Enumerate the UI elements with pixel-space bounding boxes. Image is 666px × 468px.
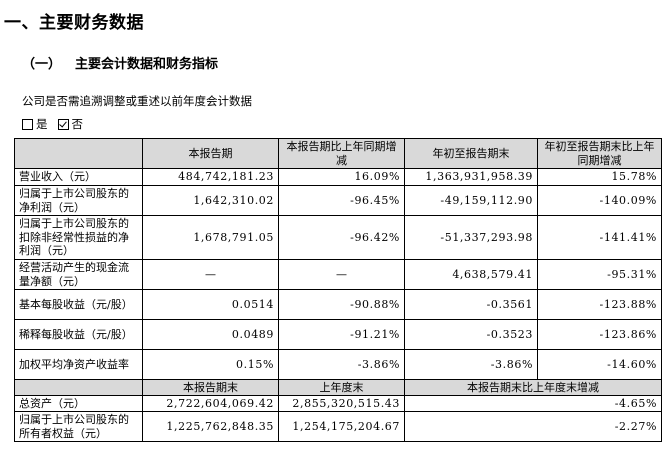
row-label: 基本每股收益（元/股）: [14, 289, 143, 320]
table-row: 总资产（元） 2,722,604,069.42 2,855,320,515.43…: [14, 395, 662, 412]
cell-ytd-change: -95.31%: [537, 259, 662, 290]
table2-header-current: 本报告期末: [142, 379, 279, 396]
cell-current-change: -90.88%: [278, 289, 405, 320]
table-row: 归属于上市公司股东的所有者权益（元） 1,225,762,848.35 1,25…: [14, 411, 662, 442]
table2-header-row: 本报告期末 上年度末 本报告期末比上年度末增减: [14, 379, 662, 396]
cell-current: 0.0489: [142, 319, 279, 350]
cell-prev-year-end: 2,855,320,515.43: [278, 395, 405, 412]
restatement-options: 是 否: [22, 116, 91, 132]
table2-header-prev: 上年度末: [278, 379, 405, 396]
cell-current: 484,742,181.23: [142, 168, 279, 186]
cell-ytd-change: -140.09%: [537, 185, 662, 216]
row-label: 加权平均净资产收益率: [14, 349, 143, 380]
row-label: 归属于上市公司股东的所有者权益（元）: [14, 411, 143, 442]
row-label: 总资产（元）: [14, 395, 143, 412]
table2-header-change: 本报告期末比上年度末增减: [404, 379, 662, 396]
cell-current: 0.0514: [142, 289, 279, 320]
checkbox-yes[interactable]: [22, 118, 33, 130]
cell-ytd-change: -123.86%: [537, 319, 662, 350]
option-yes-label: 是: [36, 117, 48, 131]
table-row: 归属于上市公司股东的净利润（元） 1,642,310.02 -96.45% -4…: [14, 185, 662, 216]
table1-header-ytd: 年初至报告期末: [404, 138, 538, 169]
subsection-number: （一）: [22, 57, 62, 72]
table-row: 归属于上市公司股东的扣除非经常性损益的净利润（元） 1,678,791.05 -…: [14, 215, 662, 260]
cell-current-change: -3.86%: [278, 349, 405, 380]
checkbox-no[interactable]: [57, 118, 69, 130]
cell-current-change: —: [278, 259, 405, 290]
cell-ytd: 1,363,931,958.39: [404, 168, 538, 186]
cell-current: 1,678,791.05: [142, 215, 279, 260]
cell-ytd: 4,638,579.41: [404, 259, 538, 290]
cell-current-change: -96.42%: [278, 215, 405, 260]
cell-current-change: -91.21%: [278, 319, 405, 350]
cell-ytd: -3.86%: [404, 349, 538, 380]
table2-header-blank: [14, 379, 143, 396]
cell-current-change: 16.09%: [278, 168, 405, 186]
subsection-heading: （一） 主要会计数据和财务指标: [22, 53, 218, 72]
cell-ytd-change: 15.78%: [537, 168, 662, 186]
table-row: 营业收入（元） 484,742,181.23 16.09% 1,363,931,…: [14, 168, 662, 186]
table-row: 加权平均净资产收益率 0.15% -3.86% -3.86% -14.60%: [14, 349, 662, 380]
row-label: 归属于上市公司股东的扣除非经常性损益的净利润（元）: [14, 215, 143, 260]
table-row: 稀释每股收益（元/股） 0.0489 -91.21% -0.3523 -123.…: [14, 319, 662, 350]
cell-ytd-change: -123.88%: [537, 289, 662, 320]
cell-ytd-change: -14.60%: [537, 349, 662, 380]
table1-header-blank: [14, 138, 143, 169]
cell-ytd: -49,159,112.90: [404, 185, 538, 216]
table1-header-ytd-change: 年初至报告期末比上年同期增减: [537, 138, 662, 169]
cell-ytd-change: -141.41%: [537, 215, 662, 260]
cell-current: 1,642,310.02: [142, 185, 279, 216]
cell-current-end: 1,225,762,848.35: [142, 411, 279, 442]
financial-data-table: 本报告期 本报告期比上年同期增减 年初至报告期末 年初至报告期末比上年同期增减 …: [14, 138, 662, 442]
cell-ytd: -51,337,293.98: [404, 215, 538, 260]
table-row: 经营活动产生的现金流量净额（元） — — 4,638,579.41 -95.31…: [14, 259, 662, 290]
row-label: 经营活动产生的现金流量净额（元）: [14, 259, 143, 290]
row-label: 归属于上市公司股东的净利润（元）: [14, 185, 143, 216]
table1-header-current-change: 本报告期比上年同期增减: [278, 138, 405, 169]
row-label: 营业收入（元）: [14, 168, 143, 186]
cell-end-change: -4.65%: [404, 395, 662, 412]
cell-prev-year-end: 1,254,175,204.67: [278, 411, 405, 442]
cell-current: 0.15%: [142, 349, 279, 380]
table1-header-current: 本报告期: [142, 138, 279, 169]
subsection-title: 主要会计数据和财务指标: [75, 57, 219, 72]
cell-ytd: -0.3561: [404, 289, 538, 320]
cell-current-change: -96.45%: [278, 185, 405, 216]
cell-ytd: -0.3523: [404, 319, 538, 350]
cell-end-change: -2.27%: [404, 411, 662, 442]
restatement-question: 公司是否需追溯调整或重述以前年度会计数据: [22, 94, 252, 108]
row-label: 稀释每股收益（元/股）: [14, 319, 143, 350]
table1-header-row: 本报告期 本报告期比上年同期增减 年初至报告期末 年初至报告期末比上年同期增减: [14, 138, 662, 169]
table-row: 基本每股收益（元/股） 0.0514 -90.88% -0.3561 -123.…: [14, 289, 662, 320]
cell-current-end: 2,722,604,069.42: [142, 395, 279, 412]
option-no-label: 否: [71, 117, 84, 131]
section-heading: 一、主要财务数据: [4, 13, 144, 33]
cell-current: —: [142, 259, 279, 290]
